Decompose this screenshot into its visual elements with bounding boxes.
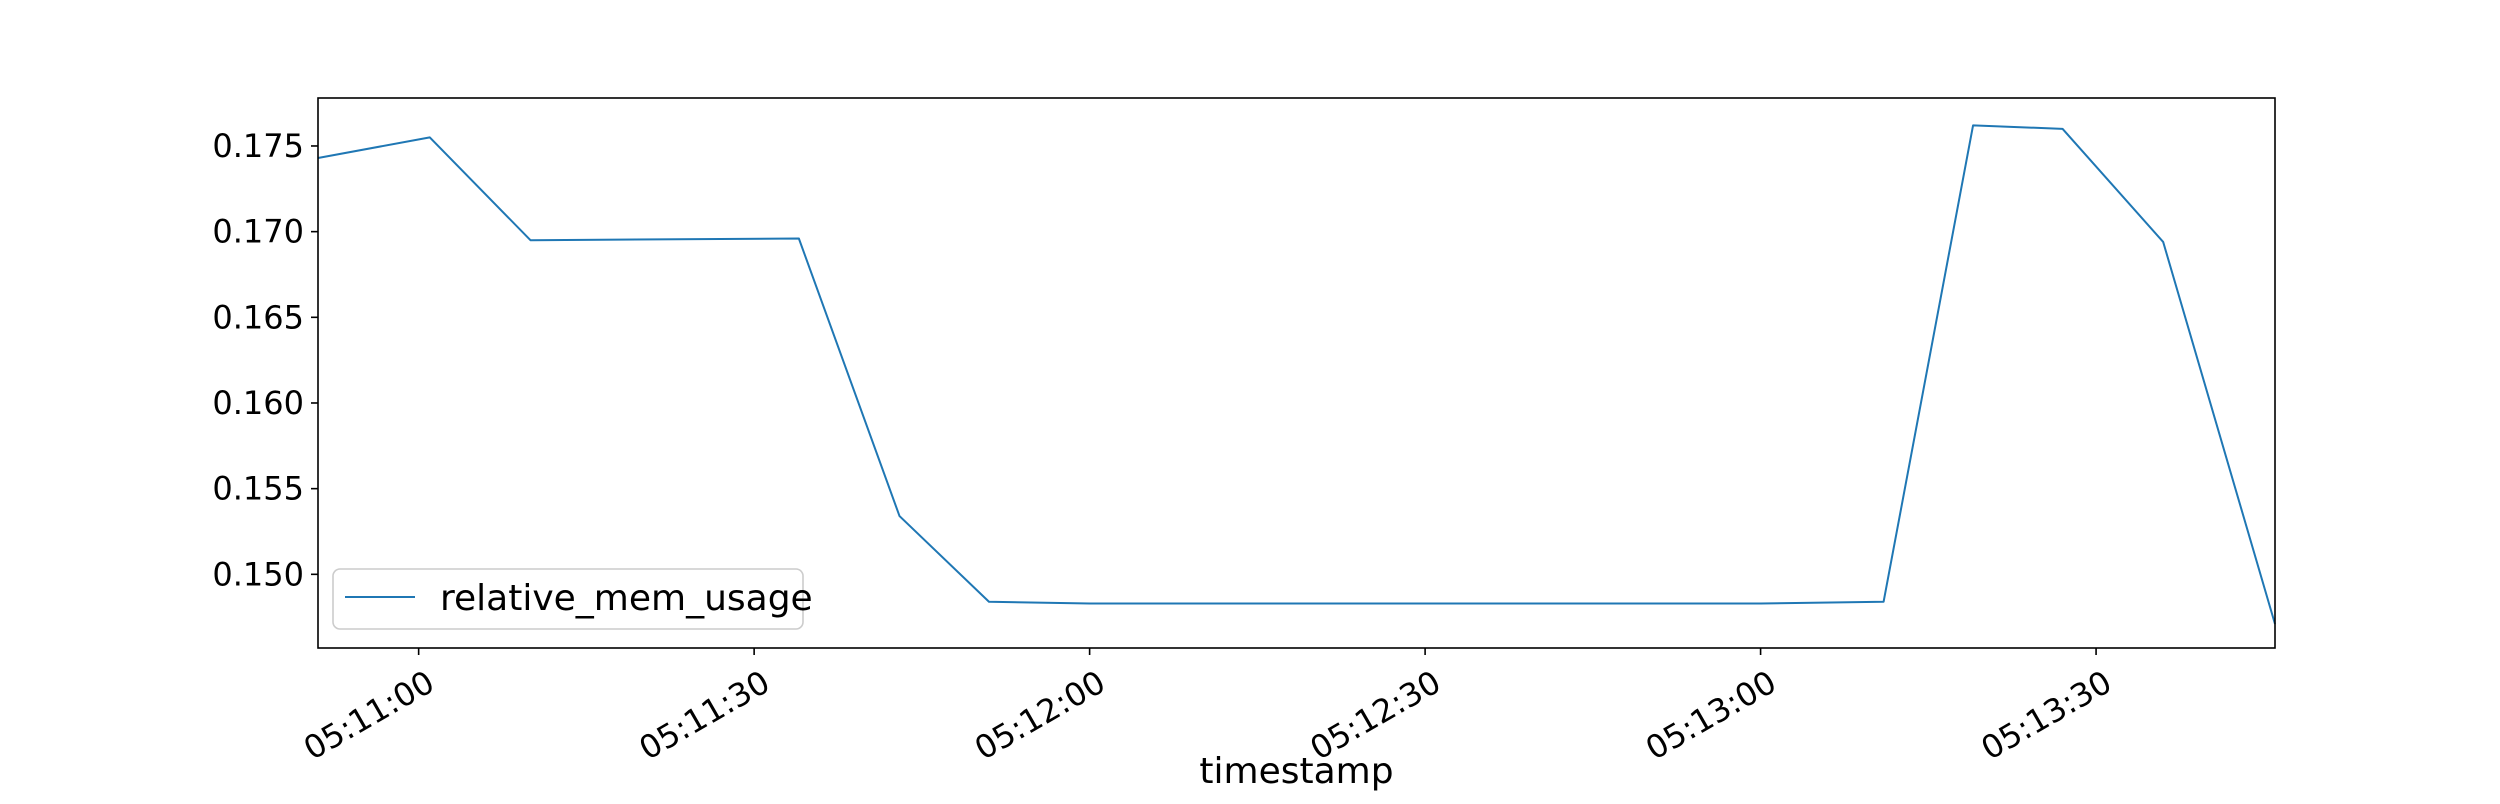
y-tick-label: 0.160 (212, 384, 304, 422)
y-tick-label: 0.165 (212, 298, 304, 336)
x-tick-label: 05:11:30 (633, 663, 776, 768)
y-tick-label: 0.175 (212, 127, 304, 165)
x-tick-label: 05:13:30 (1975, 663, 2118, 768)
y-tick-label: 0.170 (212, 213, 304, 251)
series-group (317, 124, 2276, 625)
plot-frame (317, 97, 2276, 649)
x-axis: 05:11:00 05:11:30 05:12:00 05:12:30 05:13:00… (297, 648, 2118, 768)
x-tick-label: 05:11:00 (297, 663, 440, 768)
plot-area (318, 98, 2275, 648)
legend: relative_mem_usage (332, 568, 813, 630)
x-tick-label: 05:13:00 (1639, 663, 1782, 768)
x-tick-label: 05:12:00 (968, 663, 1111, 768)
y-tick-label: 0.155 (212, 470, 304, 508)
y-tick-label: 0.150 (212, 555, 304, 593)
y-axis: 0.150 0.155 0.160 0.165 0.170 0.175 (212, 127, 318, 593)
series-line-relative-mem-usage (317, 124, 2276, 625)
x-axis-label: timestamp (1199, 751, 1393, 792)
legend-label: relative_mem_usage (440, 578, 813, 619)
legend-box (332, 568, 804, 630)
